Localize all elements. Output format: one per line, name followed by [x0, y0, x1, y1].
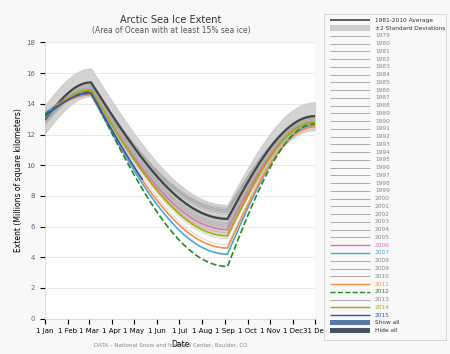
Text: 2003: 2003: [375, 219, 390, 224]
Text: 2015: 2015: [375, 313, 390, 318]
Text: 1990: 1990: [375, 119, 390, 124]
Text: 1998: 1998: [375, 181, 390, 186]
Line: 1981-2010 Average: 1981-2010 Average: [45, 82, 315, 219]
Text: 1980: 1980: [375, 41, 390, 46]
1981-2010 Average: [100, 99, 106, 103]
Text: 1988: 1988: [375, 103, 390, 108]
Text: DATA – National Snow and Ice Data Center, Boulder, CO: DATA – National Snow and Ice Data Center…: [94, 343, 248, 348]
Text: 1982: 1982: [375, 57, 390, 62]
Text: 2010: 2010: [375, 274, 390, 279]
Text: 1995: 1995: [375, 158, 390, 162]
Text: 2005: 2005: [375, 235, 390, 240]
Text: 2012: 2012: [375, 289, 390, 294]
Text: 1989: 1989: [375, 111, 390, 116]
1981-2010 Average: [152, 172, 158, 176]
Text: 2000: 2000: [375, 196, 390, 201]
1981-2010 Average: [42, 117, 48, 121]
Text: Show all: Show all: [375, 320, 400, 325]
Text: 1986: 1986: [375, 88, 390, 93]
Text: 1981: 1981: [375, 49, 390, 54]
Text: 2001: 2001: [375, 204, 390, 209]
Text: 2004: 2004: [375, 227, 390, 232]
Text: 1999: 1999: [375, 188, 390, 193]
1981-2010 Average: [275, 136, 281, 140]
1981-2010 Average: [225, 217, 230, 221]
Text: 2013: 2013: [375, 297, 390, 302]
Text: 1987: 1987: [375, 96, 390, 101]
1981-2010 Average: [117, 125, 122, 129]
Text: 2007: 2007: [375, 251, 390, 256]
Text: (Area of Ocean with at least 15% sea ice): (Area of Ocean with at least 15% sea ice…: [92, 27, 250, 35]
1981-2010 Average: [88, 80, 94, 85]
Text: 2006: 2006: [375, 243, 390, 248]
Text: Hide all: Hide all: [375, 328, 397, 333]
Text: 1985: 1985: [375, 80, 390, 85]
Text: ±2 Standard Deviations: ±2 Standard Deviations: [375, 25, 446, 30]
Text: 1984: 1984: [375, 72, 390, 77]
FancyBboxPatch shape: [330, 320, 370, 325]
Text: 1996: 1996: [375, 165, 390, 170]
Text: 1994: 1994: [375, 150, 390, 155]
Text: 2011: 2011: [375, 281, 390, 286]
Text: 2002: 2002: [375, 212, 390, 217]
1981-2010 Average: [151, 170, 156, 174]
Text: 1983: 1983: [375, 64, 390, 69]
FancyBboxPatch shape: [330, 25, 370, 31]
Text: 1979: 1979: [375, 33, 390, 38]
1981-2010 Average: [312, 114, 318, 118]
Text: Arctic Sea Ice Extent: Arctic Sea Ice Extent: [120, 15, 222, 25]
Text: 1992: 1992: [375, 134, 390, 139]
Y-axis label: Extent (Millions of square kilometers): Extent (Millions of square kilometers): [14, 109, 23, 252]
1981-2010 Average: [301, 116, 306, 120]
Text: 1993: 1993: [375, 142, 390, 147]
FancyBboxPatch shape: [330, 328, 370, 333]
Text: 1991: 1991: [375, 126, 390, 131]
Text: 2008: 2008: [375, 258, 390, 263]
Text: 2009: 2009: [375, 266, 390, 271]
Text: 1981-2010 Average: 1981-2010 Average: [375, 18, 433, 23]
Text: 1997: 1997: [375, 173, 390, 178]
X-axis label: Date: Date: [171, 340, 189, 349]
Text: 2014: 2014: [375, 305, 390, 310]
